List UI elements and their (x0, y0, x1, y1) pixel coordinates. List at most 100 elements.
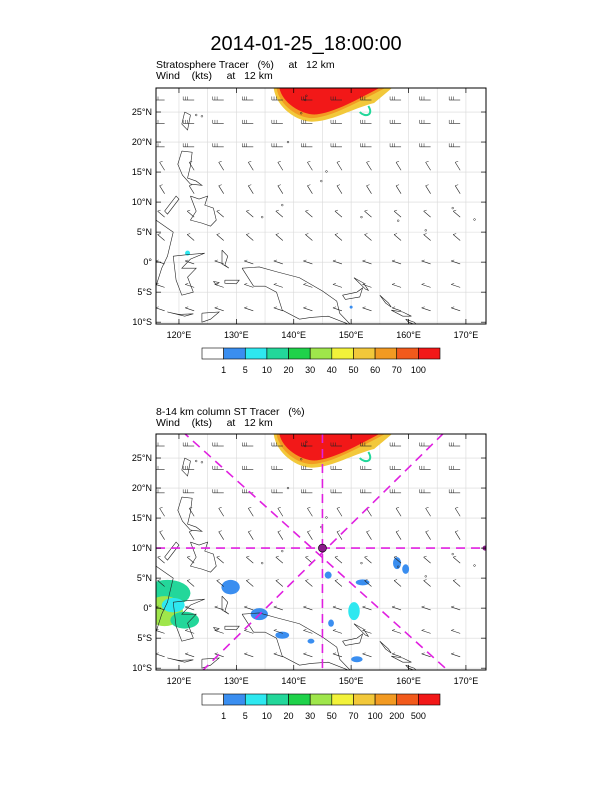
wind-barb-flag (451, 652, 455, 655)
wind-barb (362, 284, 372, 288)
wind-barb-flag (305, 555, 309, 558)
wind-barb (421, 284, 431, 288)
wind-barb (451, 284, 461, 288)
wind-barb (336, 185, 343, 194)
wind-barb (451, 606, 461, 611)
island (261, 215, 264, 219)
coastline (213, 281, 220, 286)
wind-barb (216, 210, 224, 218)
lon-label: 160°E (396, 330, 421, 340)
wind-barb-flag (336, 184, 341, 186)
wind-barb-flag (364, 233, 368, 235)
wind-barb-flag (273, 629, 277, 631)
wind-barb-flag (273, 652, 277, 655)
coastline (181, 457, 191, 477)
island (473, 564, 476, 567)
wind-barb (159, 508, 165, 517)
wind-barb (421, 260, 431, 265)
wind-barb (273, 630, 283, 634)
wind-barb-flag (185, 306, 189, 309)
wind-barb (156, 653, 165, 658)
lat-label: 0° (143, 603, 152, 613)
tracer-core (279, 434, 380, 461)
wind-barb (157, 556, 165, 564)
wind-barb-flag (366, 184, 370, 186)
wind-barb (248, 531, 254, 540)
wind-barb-flag (362, 259, 366, 262)
wind-barb (334, 580, 343, 587)
wind-barb (423, 210, 431, 218)
coastline (189, 541, 217, 573)
wind-barb (307, 508, 313, 517)
wind-barb-flag (214, 629, 218, 631)
wind-barb (246, 210, 254, 218)
lon-label: 140°E (281, 676, 306, 686)
wind-barb-flag (218, 161, 222, 163)
wind-barb-flag (332, 259, 337, 262)
wind-barb-flag (216, 233, 220, 235)
wind-barb (336, 531, 343, 540)
wind-barb (244, 307, 254, 312)
wind-barb-flag (393, 233, 398, 235)
colorbar-label: 30 (305, 365, 315, 375)
wind-barb (423, 234, 431, 241)
wind-barb (391, 630, 402, 634)
wind-barb (452, 234, 461, 241)
lat-label: 15°N (132, 513, 152, 523)
wind-barb (244, 284, 254, 288)
wind-barb-flag (334, 209, 339, 212)
colorbar-label: 10 (262, 711, 272, 721)
wind-barb-flag (218, 507, 222, 509)
wind-barb-flag (216, 209, 220, 212)
wind-barb-flag (307, 161, 311, 163)
wind-barb (185, 260, 195, 265)
lat-label: 15°N (132, 167, 152, 177)
wind-barb (277, 508, 284, 517)
wind-barb-flag (303, 652, 307, 655)
coastline (391, 309, 412, 317)
colorbar-swatch (353, 693, 376, 706)
lat-label: 25°N (132, 107, 152, 117)
wind-barb-flag (246, 555, 250, 558)
wind-barb (364, 234, 372, 241)
wind-barb (332, 260, 343, 265)
wind-barb-flag (391, 283, 396, 285)
wind-barb-flag (189, 161, 193, 163)
wind-barb-flag (273, 259, 277, 262)
tracer-core (279, 88, 380, 115)
wind-barb-flag (277, 161, 281, 163)
wind-barb (332, 653, 343, 658)
wind-barb (185, 307, 195, 312)
lat-label: 20°N (132, 483, 152, 493)
wind-barb (425, 508, 431, 517)
colorbar-label: 30 (305, 711, 315, 721)
wind-barb (246, 580, 254, 587)
wind-barb-flag (187, 209, 191, 212)
colorbar-label: 100 (368, 711, 383, 721)
wind-barb-flag (244, 259, 248, 262)
wind-barb-flag (214, 259, 218, 262)
wind-barb-flag (305, 209, 309, 212)
tracer-patch (307, 638, 315, 644)
island (360, 561, 363, 565)
wind-barb-flag (189, 507, 193, 509)
wind-barb (216, 234, 224, 241)
wind-barb (275, 556, 284, 564)
wind-barb-flag (391, 629, 396, 631)
wind-barb (451, 307, 461, 312)
island (320, 179, 323, 183)
wind-barb (275, 580, 284, 587)
wind-barb (273, 307, 283, 312)
lat-label: 10°S (132, 663, 152, 673)
wind-barb (246, 234, 254, 241)
wind-barb-flag (332, 652, 337, 655)
wind-barb (185, 606, 195, 611)
wind-barb (244, 653, 254, 658)
wind-barb-flag (393, 209, 398, 212)
colorbar-swatch (223, 347, 246, 360)
wind-barb (362, 606, 372, 611)
coastline (164, 541, 180, 561)
wind-barb-flag (336, 530, 341, 532)
coastline (221, 249, 230, 269)
